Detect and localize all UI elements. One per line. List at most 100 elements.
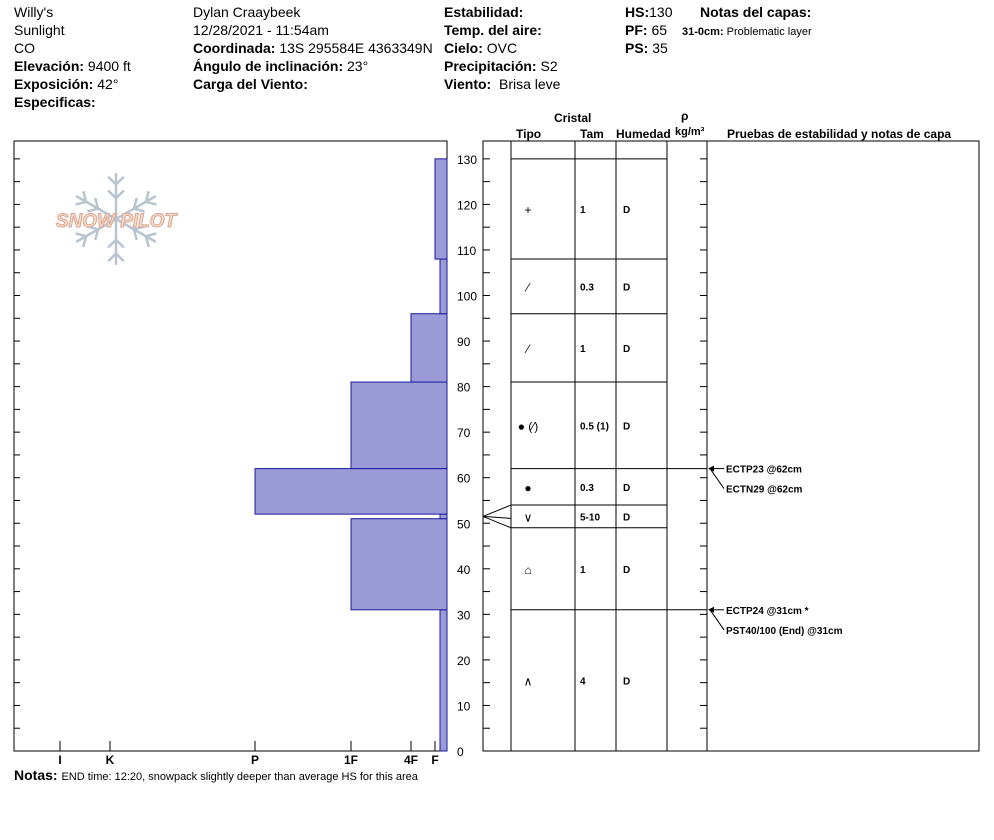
left-ticks bbox=[14, 158, 20, 752]
flake-branch bbox=[145, 232, 157, 238]
layer-humidity: D bbox=[623, 676, 630, 687]
layer-humidity: D bbox=[623, 483, 630, 494]
slope-label: Ángulo de inclinación: bbox=[193, 58, 344, 74]
hardness-tick-label: 4F bbox=[404, 753, 418, 767]
flake-branch bbox=[82, 235, 88, 248]
layer-grain-type: ∨ bbox=[524, 510, 533, 524]
wind-load-label: Carga del Viento: bbox=[193, 76, 308, 92]
type-header: Tipo bbox=[516, 127, 542, 141]
layer-grain-size: 5-10 bbox=[580, 512, 600, 523]
flake-branch bbox=[115, 238, 125, 249]
hs-label: HS: bbox=[625, 4, 650, 20]
snowflake-icon bbox=[75, 173, 157, 265]
layer-rows: +1 D ⁄ 0.3 D ⁄ 1 D ● (⁄) 0.5 (1) D ● 0.3 D ∨ 5-10 D ⌂ 1 D ∧ 4… bbox=[482, 158, 667, 688]
arrow-icon bbox=[708, 606, 714, 613]
hardness-bar bbox=[350, 381, 448, 470]
layer-grain-size: 1 bbox=[580, 205, 586, 216]
flake-arm bbox=[75, 194, 117, 221]
height-tick-label: 130 bbox=[457, 153, 477, 167]
density-unit-header: kg/m³ bbox=[675, 126, 705, 138]
height-tick-label: 70 bbox=[457, 426, 471, 440]
test-result: PST40/100 (End) @31cm bbox=[726, 626, 843, 637]
hardness-tick-label: P bbox=[251, 753, 259, 767]
hs-value: 130 bbox=[649, 4, 673, 20]
hardness-bar bbox=[350, 518, 448, 611]
arrow-icon bbox=[708, 465, 714, 472]
logo-text: SNOW PILOT bbox=[56, 211, 178, 232]
layer-grain-size: 1 bbox=[580, 344, 586, 355]
coordinate-label: Coordinada: bbox=[193, 40, 276, 56]
layer-table-frame bbox=[482, 140, 980, 752]
specifics-label: Especificas: bbox=[14, 94, 96, 110]
layer-connector bbox=[482, 515, 512, 529]
elevation-row: Elevación: 9400 ft bbox=[14, 58, 131, 74]
height-tick-label: 80 bbox=[457, 381, 471, 395]
hardness-bar bbox=[410, 313, 448, 383]
hardness-bar bbox=[439, 258, 448, 315]
wind-label: Viento: bbox=[444, 76, 492, 92]
ps-row: PS: 35 bbox=[625, 40, 668, 56]
layer-grain-size: 1 bbox=[580, 565, 586, 576]
hardness-axis: I K P 1F 4F F bbox=[58, 741, 439, 767]
flake-branch bbox=[107, 175, 117, 186]
height-tick-label: 120 bbox=[457, 198, 477, 212]
sky-label: Cielo: bbox=[444, 40, 483, 56]
layer-grain-type: ⌂ bbox=[524, 563, 531, 577]
layer-grain-size: 4 bbox=[580, 676, 586, 687]
height-tick-label: 110 bbox=[457, 244, 476, 258]
flake-branch bbox=[87, 207, 99, 213]
hardness-bar bbox=[439, 609, 448, 752]
stability-tests: ECTP23 @62cm ECTN29 @62cm ECTP24 @31cm * PS… bbox=[667, 465, 843, 637]
layer-note: 31-0cm: Problematic layer bbox=[682, 24, 812, 40]
sky-value: OVC bbox=[486, 40, 518, 56]
test-pointer bbox=[709, 468, 725, 489]
humidity-header: Humedad bbox=[616, 127, 671, 141]
hardness-tick-label: I bbox=[58, 753, 61, 767]
layer-note-depth: 31-0cm: bbox=[682, 26, 724, 38]
test-result: ECTP24 @31cm * bbox=[726, 606, 809, 617]
pf-row: PF: 65 bbox=[625, 22, 667, 38]
coordinate-row: Coordinada: 13S 295584E 4363349N bbox=[193, 40, 433, 56]
flake-branch bbox=[115, 175, 125, 186]
flake-branch bbox=[133, 207, 145, 213]
layer-connector bbox=[482, 515, 512, 519]
elevation-value: 9400 ft bbox=[87, 58, 131, 74]
wind-value: Brisa leve bbox=[498, 76, 561, 92]
layer-grain-size: 0.3 bbox=[580, 282, 594, 293]
air-temp-label: Temp. del aire: bbox=[444, 22, 542, 38]
depth-ticks bbox=[483, 158, 707, 752]
flake-branch bbox=[144, 190, 150, 203]
size-header: Tam bbox=[580, 127, 604, 141]
flake-branch bbox=[87, 225, 99, 231]
test-result: ECTP23 @62cm bbox=[726, 465, 802, 476]
wind-row: Viento: Brisa leve bbox=[444, 76, 560, 92]
height-tick-label: 30 bbox=[457, 608, 471, 622]
stability-label: Estabilidad: bbox=[444, 4, 524, 20]
location: Willy's bbox=[14, 4, 54, 20]
height-tick-label: 90 bbox=[457, 335, 471, 349]
layer-grain-type: ⁄ bbox=[524, 342, 531, 356]
flake-branch bbox=[145, 200, 157, 206]
flake-arm bbox=[115, 194, 157, 221]
aspect-row: Exposición: 42° bbox=[14, 76, 118, 92]
slope-value: 23° bbox=[347, 58, 369, 74]
flake-branch bbox=[115, 189, 125, 200]
state: CO bbox=[14, 40, 35, 56]
flake-branch bbox=[133, 225, 145, 231]
layer-table: +1 D ⁄ 0.3 D ⁄ 1 D ● (⁄) 0.5 (1) D ● 0.3 D ∨ 5-10 D ⌂ 1 D ∧ 4… bbox=[482, 140, 980, 752]
observer: Dylan Craaybeek bbox=[193, 4, 301, 20]
layer-grain-size: 0.3 bbox=[580, 483, 594, 494]
hardness-bar bbox=[254, 468, 448, 515]
flake-branch bbox=[94, 197, 100, 209]
aspect-label: Exposición: bbox=[14, 76, 94, 92]
layer-grain-type: ● bbox=[524, 481, 531, 495]
tests-header: Pruebas de estabilidad y notas de capa bbox=[727, 127, 952, 141]
flake-branch bbox=[75, 200, 87, 206]
layer-humidity: D bbox=[623, 565, 630, 576]
layer-grain-type: + bbox=[524, 203, 531, 217]
flake-branch bbox=[107, 238, 117, 249]
test-pointer bbox=[709, 609, 725, 631]
layer-humidity: D bbox=[623, 344, 630, 355]
